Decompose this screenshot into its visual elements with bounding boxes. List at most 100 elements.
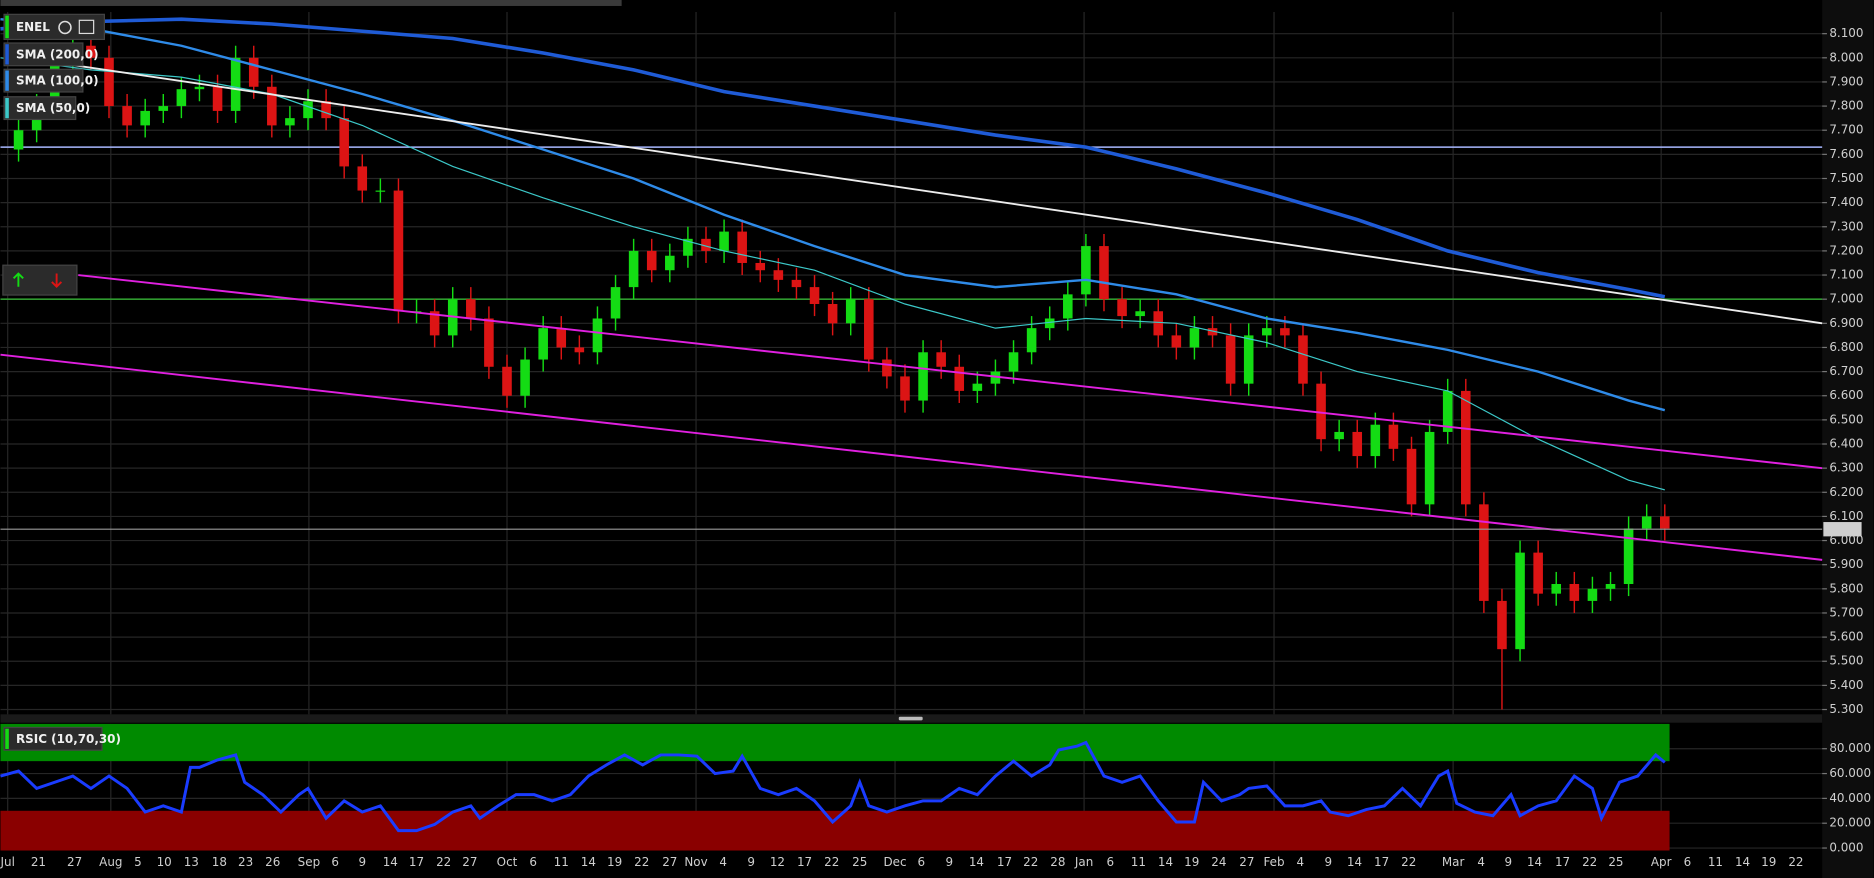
candle-body <box>791 279 802 288</box>
candle-body <box>1189 328 1200 348</box>
candle-body <box>737 231 747 263</box>
x-tick-label: 17 <box>409 855 424 869</box>
candle-body <box>1171 335 1182 348</box>
candle-body <box>1008 352 1019 372</box>
candle-body <box>755 262 766 271</box>
y-tick-label: 6.700 <box>1829 364 1863 378</box>
x-tick-label: 10 <box>157 855 172 869</box>
candle-body <box>484 318 494 367</box>
x-tick-label: 14 <box>969 855 984 869</box>
x-tick-label: 25 <box>852 855 867 869</box>
candle-body <box>321 101 331 119</box>
y-tick-label: 6.200 <box>1829 485 1863 499</box>
x-tick-label: 19 <box>1761 855 1776 869</box>
x-tick-label: 27 <box>662 855 677 869</box>
plot-layer: Jul 21 27 Aug 5 10 13 18 23 26 Sep 6 9 14 17 22 27 Oct 6 11… <box>0 11 1871 869</box>
y-tick-label: 7.400 <box>1829 195 1863 209</box>
x-tick-label: 22 <box>634 855 649 869</box>
x-tick-label: 17 <box>997 855 1012 869</box>
indicator-color-bar <box>5 728 9 749</box>
x-tick-label: 17 <box>1374 855 1389 869</box>
candle-body <box>1135 311 1145 317</box>
indicator-box[interactable] <box>3 68 84 93</box>
buy-arrow[interactable] <box>12 272 24 287</box>
x-tick-label: 19 <box>607 855 622 869</box>
candle-body <box>1424 431 1435 505</box>
y-tick-label: 6.400 <box>1829 437 1863 451</box>
symbol-box[interactable] <box>3 13 105 41</box>
y-tick-label: 7.500 <box>1829 171 1863 185</box>
candle-body <box>683 238 693 256</box>
y-tick-label: 5.900 <box>1829 557 1863 571</box>
x-tick-label: 9 <box>358 855 366 869</box>
x-tick-label: Feb <box>1263 855 1284 869</box>
indicator-name: RSIC (10,70,30) <box>16 732 121 746</box>
y-tick-label: 60.000 <box>1829 766 1871 780</box>
candle-body <box>122 106 132 126</box>
x-tick-label: 17 <box>797 855 812 869</box>
indicator-box[interactable] <box>3 42 84 67</box>
indicator-box[interactable] <box>3 726 103 751</box>
trendline <box>78 274 1823 470</box>
x-tick-label: Jul <box>0 855 15 869</box>
trendline <box>0 353 1823 561</box>
indicator-line <box>0 17 1666 412</box>
candle-body <box>1605 584 1616 589</box>
candle-body <box>1370 424 1381 457</box>
x-tick-label: 27 <box>462 855 477 869</box>
y-tick-label: 7.700 <box>1829 123 1863 137</box>
candle-body <box>701 238 711 251</box>
x-tick-label: 11 <box>554 855 569 869</box>
indicator-line <box>0 740 1666 833</box>
y-tick-label: 7.900 <box>1829 74 1863 88</box>
x-tick-label: 6 <box>331 855 339 869</box>
chart-type-icon[interactable] <box>78 19 95 35</box>
x-tick-label: 27 <box>1239 855 1254 869</box>
candle-body <box>610 287 621 319</box>
y-tick-label: 5.800 <box>1829 581 1863 595</box>
y-tick-label: 7.100 <box>1829 268 1863 282</box>
x-tick-label: 14 <box>1347 855 1362 869</box>
indicator-name: SMA (50,0) <box>16 101 90 115</box>
candle-body <box>827 304 838 324</box>
candle-body <box>1063 294 1073 319</box>
candle-body <box>140 110 150 126</box>
tab-strip[interactable] <box>0 0 622 6</box>
sell-arrow[interactable] <box>51 273 63 289</box>
x-tick-label: 27 <box>67 855 82 869</box>
y-tick-label: 5.300 <box>1829 702 1863 716</box>
y-tick-label: 80.000 <box>1829 741 1871 755</box>
refresh-icon[interactable] <box>58 20 72 35</box>
y-tick-label: 0.000 <box>1829 841 1863 855</box>
x-tick-label: 22 <box>1023 855 1038 869</box>
x-tick-label: 6 <box>917 855 925 869</box>
y-tick-label: 5.500 <box>1829 654 1863 668</box>
candle-body <box>1026 328 1037 353</box>
symbol-name: ENEL <box>16 20 50 34</box>
indicator-box[interactable] <box>3 96 77 121</box>
candle-body <box>502 366 512 396</box>
x-tick-label: 4 <box>719 855 727 869</box>
candle-body <box>918 352 928 401</box>
candle-body <box>1117 299 1127 317</box>
candle-body <box>1569 584 1580 601</box>
candle-body <box>339 118 349 167</box>
y-tick-label: 7.000 <box>1829 292 1863 306</box>
separator-handle[interactable] <box>898 716 923 721</box>
candle-body <box>1660 516 1670 529</box>
x-tick-label: Dec <box>883 855 906 869</box>
y-tick-label: 7.200 <box>1829 243 1863 257</box>
candle-body <box>158 106 169 111</box>
y-tick-label: 5.400 <box>1829 678 1863 692</box>
y-tick-label: 6.800 <box>1829 340 1863 354</box>
candle-body <box>900 376 910 401</box>
x-tick-label: 5 <box>134 855 142 869</box>
candle-body <box>285 118 295 126</box>
indicator-line <box>0 17 1666 299</box>
x-tick-label: 14 <box>1527 855 1542 869</box>
x-tick-label: Nov <box>684 855 707 869</box>
last-price-label: 6.047 <box>1827 522 1861 536</box>
candle-body <box>1623 528 1634 585</box>
x-tick-label: 22 <box>1401 855 1416 869</box>
